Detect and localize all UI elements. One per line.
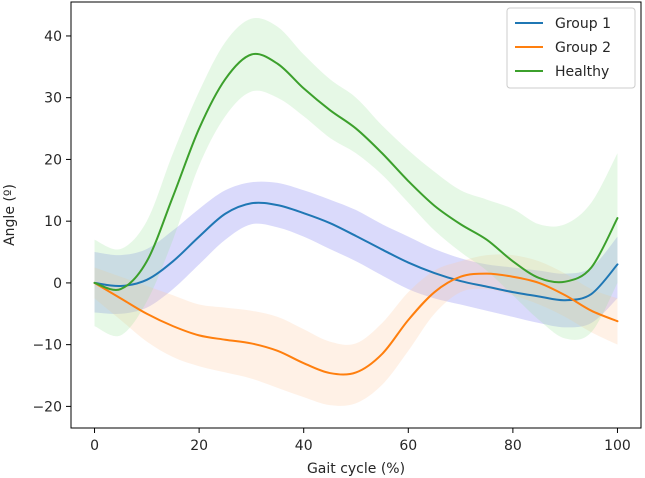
y-axis-ticks: −20 −10 0 10 20 30 40 <box>32 29 71 415</box>
legend-label-group-2: Group 2 <box>555 40 611 56</box>
legend-label-healthy: Healthy <box>555 64 609 80</box>
x-tick-label: 100 <box>604 438 631 454</box>
y-axis-label: Angle (º) <box>2 184 18 246</box>
x-tick-label: 80 <box>504 438 522 454</box>
line-group-1 <box>93 201 619 302</box>
legend: Group 1 Group 2 Healthy <box>506 7 636 89</box>
y-tick-label: 20 <box>44 152 62 168</box>
x-axis-label: Gait cycle (%) <box>307 461 405 477</box>
x-tick-label: 40 <box>295 438 313 454</box>
legend-frame <box>506 7 636 89</box>
legend-label-group-1: Group 1 <box>555 16 611 32</box>
x-tick-label: 20 <box>190 438 208 454</box>
x-axis-ticks: 0 20 40 60 80 100 <box>90 428 631 454</box>
line-healthy <box>93 52 619 291</box>
y-tick-label: 40 <box>44 29 62 45</box>
y-tick-label: 0 <box>53 276 62 292</box>
y-tick-label: −10 <box>32 338 62 354</box>
axes-frame <box>70 1 642 429</box>
x-tick-label: 0 <box>90 438 99 454</box>
y-tick-label: 10 <box>44 214 62 230</box>
band-group-1 <box>94 181 618 328</box>
y-tick-label: 30 <box>44 91 62 107</box>
band-group-2 <box>94 254 618 406</box>
y-tick-label: −20 <box>32 399 62 415</box>
confidence-bands <box>94 17 618 406</box>
x-tick-label: 60 <box>399 438 417 454</box>
band-healthy <box>94 17 618 340</box>
series-lines <box>93 52 619 376</box>
line-group-2 <box>93 272 619 376</box>
